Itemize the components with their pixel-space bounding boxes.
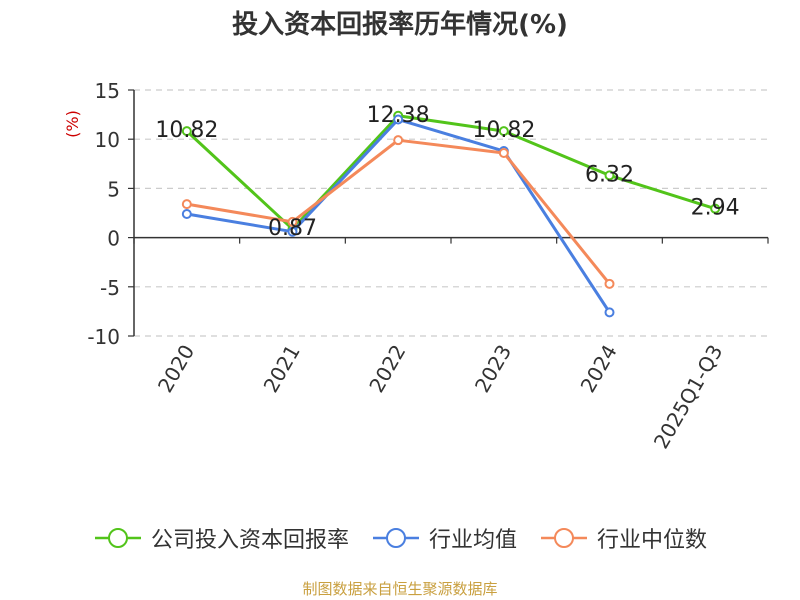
series-line bbox=[186, 138, 611, 285]
x-tick-label: 2021 bbox=[259, 341, 305, 397]
x-tick-label: 2023 bbox=[470, 341, 516, 397]
data-point bbox=[710, 203, 721, 214]
data-point bbox=[604, 307, 615, 318]
data-label: 0.87 bbox=[268, 216, 317, 241]
x-tick-label: 2022 bbox=[364, 341, 410, 397]
series-0 bbox=[181, 110, 721, 235]
data-label: 2.94 bbox=[691, 196, 740, 221]
data-label: 6.32 bbox=[585, 162, 634, 187]
data-label: 10.82 bbox=[155, 118, 218, 143]
data-label: 10.82 bbox=[472, 118, 535, 143]
data-point bbox=[604, 278, 615, 289]
legend-swatch bbox=[539, 526, 589, 550]
x-tick-label: 2024 bbox=[576, 341, 622, 397]
y-axis-label: (%) bbox=[63, 110, 82, 138]
data-point bbox=[181, 126, 192, 137]
grid-layer bbox=[134, 89, 768, 337]
y-tick-label: 15 bbox=[95, 79, 120, 103]
series-2 bbox=[181, 135, 615, 289]
data-point bbox=[287, 226, 298, 237]
x-tick-label: 2025Q1-Q3 bbox=[649, 341, 728, 453]
legend-item-0[interactable]: 公司投入资本回报率 bbox=[93, 522, 349, 554]
legend: 公司投入资本回报率 行业均值 行业中位数 bbox=[0, 518, 800, 558]
y-tick-label: -5 bbox=[100, 276, 120, 300]
y-tick-label: 10 bbox=[95, 128, 120, 152]
chart-title: 投入资本回报率历年情况(%) bbox=[232, 10, 568, 40]
data-point bbox=[393, 114, 404, 125]
data-point bbox=[287, 216, 298, 227]
data-point bbox=[181, 199, 192, 210]
series-line bbox=[185, 114, 716, 231]
legend-label: 公司投入资本回报率 bbox=[150, 528, 349, 553]
data-label-layer: 10.82 0.87 12.38 10.82 6.32 2.94 bbox=[155, 103, 739, 241]
data-point bbox=[604, 170, 615, 181]
legend-swatch bbox=[371, 526, 421, 550]
legend-item-1[interactable]: 行业均值 bbox=[371, 522, 517, 554]
y-tick-label: 0 bbox=[107, 227, 120, 251]
data-point bbox=[498, 147, 509, 158]
legend-item-2[interactable]: 行业中位数 bbox=[539, 522, 707, 554]
data-point bbox=[498, 126, 509, 137]
data-point bbox=[181, 208, 192, 219]
legend-label: 行业中位数 bbox=[597, 528, 708, 553]
source-note: 制图数据来自恒生聚源数据库 bbox=[302, 580, 498, 598]
y-tick-label: -10 bbox=[87, 325, 120, 349]
legend-swatch bbox=[93, 526, 143, 550]
data-label: 12.38 bbox=[367, 103, 430, 128]
data-point bbox=[393, 135, 404, 146]
y-tick-label: 5 bbox=[107, 177, 120, 201]
series-layer bbox=[181, 110, 721, 318]
legend-label: 行业均值 bbox=[428, 528, 517, 553]
x-tick-label: 2020 bbox=[153, 341, 199, 397]
